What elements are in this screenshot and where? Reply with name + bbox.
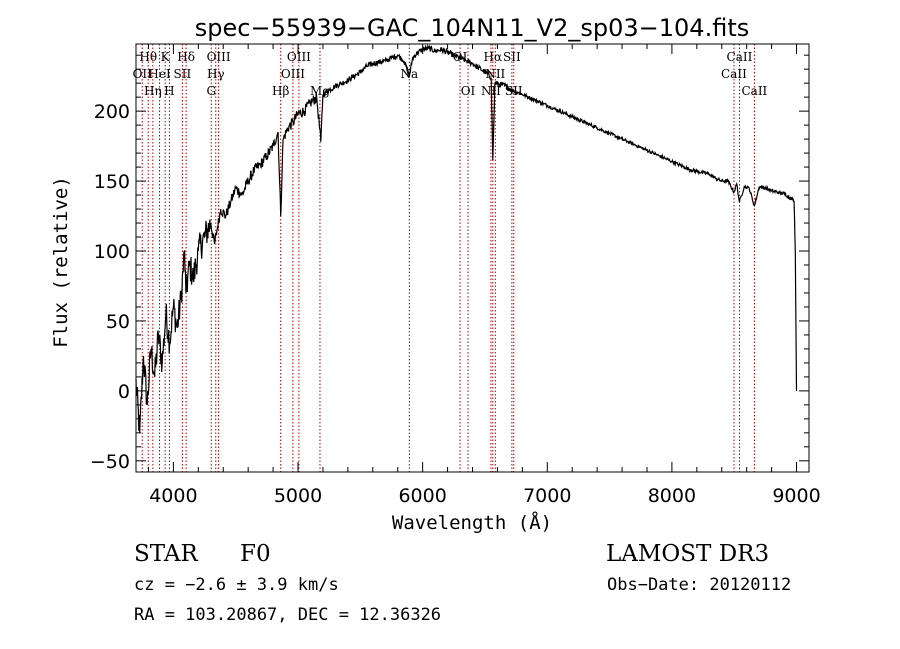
spectrum-series-line xyxy=(135,43,798,433)
emission-line-labels: OIIHθHηHeIKHSIIHδGHγOIIIHβOIIIOIIIMgNaOI… xyxy=(133,50,768,98)
x-tick-label-1: 5000 xyxy=(274,485,322,507)
x-tick-label-4: 8000 xyxy=(648,485,696,507)
x-tick-label-5: 9000 xyxy=(772,485,820,507)
line-label-6: SII xyxy=(174,67,192,81)
coordinates: RA = 103.20867, DEC = 12.36326 xyxy=(134,605,441,625)
line-label-9: Hγ xyxy=(207,67,225,81)
line-label-12: OIII xyxy=(281,67,305,81)
line-label-1: Hθ xyxy=(139,50,157,64)
line-label-20: NII xyxy=(485,67,505,81)
x-tick-label-3: 7000 xyxy=(523,485,571,507)
line-label-21: SII xyxy=(503,50,521,64)
object-subclass: F0 xyxy=(240,541,271,567)
chart-title: spec−55939−GAC_104N11_V2_sp03−104.fits xyxy=(195,14,749,42)
line-label-24: CaII xyxy=(727,50,753,64)
line-label-4: K xyxy=(161,50,171,64)
y-tick-label-4: 150 xyxy=(94,171,130,193)
y-tick-label-2: 50 xyxy=(106,311,130,333)
line-label-8: G xyxy=(206,84,216,98)
y-axis-ticks: −50 0 50 100 150 200 xyxy=(90,54,809,473)
line-label-10: OIII xyxy=(207,50,231,64)
line-label-7: Hδ xyxy=(177,50,195,64)
observation-date: Obs−Date: 20120112 xyxy=(607,575,791,595)
line-label-19: Hα xyxy=(484,50,503,64)
line-label-3: HeI xyxy=(148,67,171,81)
y-tick-label-5: 200 xyxy=(94,101,130,123)
y-tick-label-0: −50 xyxy=(90,451,130,473)
redshift-value: cz = −2.6 ± 3.9 km/s xyxy=(134,575,339,595)
x-tick-label-2: 6000 xyxy=(398,485,446,507)
x-axis-ticks: 4000 5000 6000 7000 8000 9000 xyxy=(147,44,821,507)
x-tick-label-0: 4000 xyxy=(149,485,197,507)
line-label-11: Hβ xyxy=(272,84,289,98)
line-label-0: OII xyxy=(133,67,153,81)
y-tick-label-3: 100 xyxy=(94,241,130,263)
line-label-5: H xyxy=(164,84,174,98)
survey-name: LAMOST DR3 xyxy=(606,541,769,567)
y-axis-label: Flux (relative) xyxy=(50,176,72,348)
plot-frame xyxy=(135,43,810,473)
y-axis-label-group: Flux (relative) xyxy=(50,176,72,348)
y-tick-label-1: 0 xyxy=(118,381,130,403)
line-label-13: OIII xyxy=(287,50,311,64)
object-class: STAR xyxy=(134,541,198,567)
emission-line-markers xyxy=(141,44,755,472)
line-label-17: OI xyxy=(461,84,476,98)
line-label-25: CaII xyxy=(741,84,767,98)
line-label-23: CaII xyxy=(721,67,747,81)
x-axis-label: Wavelength (Å) xyxy=(392,511,552,534)
line-label-2: Hη xyxy=(144,84,162,98)
